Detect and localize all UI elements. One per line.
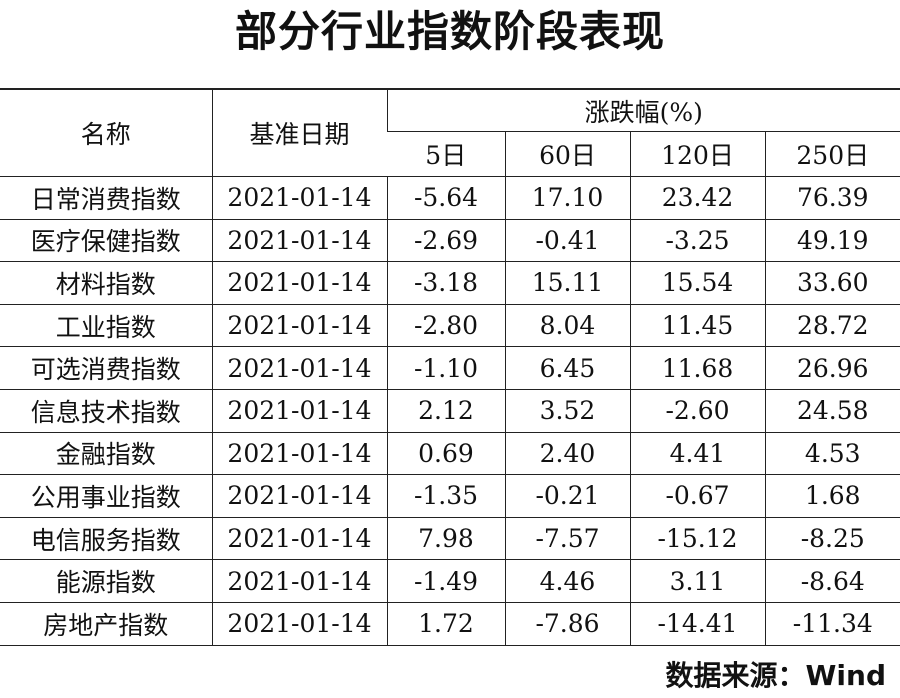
value-cell: -14.41: [629, 602, 765, 646]
table-row: 公用事业指数 2021-01-14 -1.35 -0.21 -0.67 1.68: [0, 474, 900, 518]
date-cell: 2021-01-14: [211, 517, 387, 561]
table-row: 可选消费指数 2021-01-14 -1.10 6.45 11.68 26.96: [0, 346, 900, 390]
value-cell: 1.68: [764, 474, 900, 518]
date-cell: 2021-01-14: [211, 261, 387, 305]
value-cell: -1.35: [386, 474, 505, 518]
subheader-cell: 60日: [504, 131, 630, 177]
table-row: 信息技术指数 2021-01-14 2.12 3.52 -2.60 24.58: [0, 389, 900, 433]
value-cell: 7.98: [386, 517, 505, 561]
value-cell: 0.69: [386, 432, 505, 476]
value-cell: 1.72: [386, 602, 505, 646]
value-cell: -1.10: [386, 346, 505, 390]
table-row: 材料指数 2021-01-14 -3.18 15.11 15.54 33.60: [0, 261, 900, 305]
value-cell: -0.67: [629, 474, 765, 518]
name-cell: 公用事业指数: [0, 474, 212, 518]
value-cell: 4.46: [504, 559, 630, 603]
value-cell: 76.39: [764, 176, 900, 220]
value-cell: 17.10: [504, 176, 630, 220]
name-cell: 可选消费指数: [0, 346, 212, 390]
value-cell: -7.57: [504, 517, 630, 561]
date-cell: 2021-01-14: [211, 474, 387, 518]
name-cell: 金融指数: [0, 432, 212, 476]
value-cell: 2.40: [504, 432, 630, 476]
table-body: 日常消费指数 2021-01-14 -5.64 17.10 23.42 76.39 医疗保健…: [0, 176, 900, 646]
value-cell: -8.64: [764, 559, 900, 603]
value-cell: -2.80: [386, 304, 505, 348]
value-cell: -15.12: [629, 517, 765, 561]
value-cell: -2.60: [629, 389, 765, 433]
subheader-cell: 5日: [387, 131, 505, 177]
value-cell: 4.41: [629, 432, 765, 476]
value-cell: -2.69: [386, 219, 505, 263]
table-row: 电信服务指数 2021-01-14 7.98 -7.57 -15.12 -8.25: [0, 517, 900, 561]
name-cell: 日常消费指数: [0, 176, 212, 220]
value-cell: 15.54: [629, 261, 765, 305]
name-cell: 房地产指数: [0, 602, 212, 646]
table-row: 医疗保健指数 2021-01-14 -2.69 -0.41 -3.25 49.19: [0, 219, 900, 263]
name-cell: 医疗保健指数: [0, 219, 212, 263]
table-row: 日常消费指数 2021-01-14 -5.64 17.10 23.42 76.39: [0, 176, 900, 220]
table-row: 能源指数 2021-01-14 -1.49 4.46 3.11 -8.64: [0, 559, 900, 603]
value-cell: -0.41: [504, 219, 630, 263]
value-cell: 24.58: [764, 389, 900, 433]
date-cell: 2021-01-14: [211, 304, 387, 348]
value-cell: 3.11: [629, 559, 765, 603]
value-cell: 3.52: [504, 389, 630, 433]
date-cell: 2021-01-14: [211, 176, 387, 220]
value-cell: 23.42: [629, 176, 765, 220]
value-cell: 33.60: [764, 261, 900, 305]
title: 部分行业指数阶段表现: [234, 7, 665, 56]
date-cell: 2021-01-14: [211, 559, 387, 603]
date-cell: 2021-01-14: [211, 389, 387, 433]
table-row: 金融指数 2021-01-14 0.69 2.40 4.41 4.53: [0, 432, 900, 476]
value-cell: -11.34: [764, 602, 900, 646]
value-cell: 6.45: [504, 346, 630, 390]
value-cell: 4.53: [764, 432, 900, 476]
name-cell: 工业指数: [0, 304, 212, 348]
date-cell: 2021-01-14: [211, 346, 387, 390]
source: 数据来源：Wind: [665, 659, 886, 692]
table-row: 房地产指数 2021-01-14 1.72 -7.86 -14.41 -11.34: [0, 602, 900, 646]
value-cell: 8.04: [504, 304, 630, 348]
name-cell: 电信服务指数: [0, 517, 212, 561]
value-cell: -8.25: [764, 517, 900, 561]
subheader-cell: 120日: [629, 131, 765, 177]
date-cell: 2021-01-14: [211, 219, 387, 263]
subheader-cell: 250日: [764, 131, 900, 177]
name-cell: 材料指数: [0, 261, 212, 305]
value-cell: -1.49: [386, 559, 505, 603]
value-cell: 26.96: [764, 346, 900, 390]
value-cell: -3.25: [629, 219, 765, 263]
name-cell: 能源指数: [0, 559, 212, 603]
header-cell: 基准日期: [211, 88, 387, 177]
value-cell: 11.68: [629, 346, 765, 390]
value-cell: 2.12: [386, 389, 505, 433]
date-cell: 2021-01-14: [211, 602, 387, 646]
name-cell: 信息技术指数: [0, 389, 212, 433]
header-cell: 名称: [0, 88, 212, 177]
table: 名称 基准日期 涨跌幅(%) 5日 60日 120日 250日 日常消费指数 20…: [0, 88, 900, 646]
value-cell: 28.72: [764, 304, 900, 348]
value-cell: 49.19: [764, 219, 900, 263]
table-row: 工业指数 2021-01-14 -2.80 8.04 11.45 28.72: [0, 304, 900, 348]
value-cell: -0.21: [504, 474, 630, 518]
value-cell: 15.11: [504, 261, 630, 305]
value-cell: 11.45: [629, 304, 765, 348]
value-cell: -3.18: [386, 261, 505, 305]
date-cell: 2021-01-14: [211, 432, 387, 476]
header-cell: 涨跌幅(%): [386, 88, 900, 132]
value-cell: -5.64: [386, 176, 505, 220]
value-cell: -7.86: [504, 602, 630, 646]
